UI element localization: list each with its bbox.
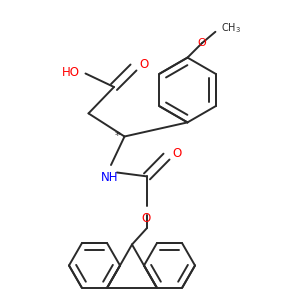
Text: HO: HO [62, 65, 80, 79]
Text: O: O [197, 38, 206, 48]
Text: O: O [142, 212, 151, 225]
Text: NH: NH [101, 171, 118, 184]
Text: *: * [115, 131, 121, 142]
Text: CH$_3$: CH$_3$ [221, 21, 241, 35]
Text: O: O [172, 147, 181, 160]
Text: O: O [140, 58, 149, 71]
